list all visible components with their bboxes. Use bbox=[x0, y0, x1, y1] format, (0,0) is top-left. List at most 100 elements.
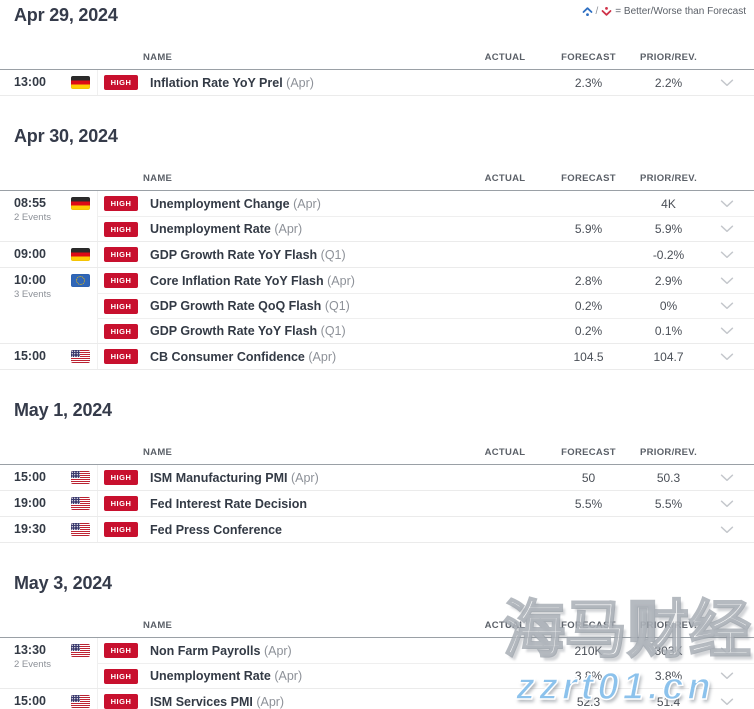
us-flag bbox=[71, 497, 90, 510]
chevron-down-icon[interactable] bbox=[700, 526, 754, 534]
prior-value: 51.4 bbox=[656, 694, 681, 709]
time-cell: 15:00 bbox=[0, 344, 97, 369]
time-group: 19:30 HIGH Fed Press Conference bbox=[0, 517, 754, 543]
event-row[interactable]: HIGH GDP Growth Rate YoY Flash (Q1) -0.2… bbox=[98, 242, 754, 267]
time-group: 08:55 2 Events HIGH Unemployment Change … bbox=[0, 191, 754, 242]
legend-separator: / bbox=[595, 6, 599, 17]
time-cell: 08:55 2 Events bbox=[0, 191, 97, 241]
events-table: NAME ACTUAL FORECAST PRIOR/REV. 15:00 HI… bbox=[0, 440, 754, 543]
prior-value: 0% bbox=[659, 299, 678, 313]
us-flag bbox=[71, 523, 90, 536]
chevron-down-icon[interactable] bbox=[700, 200, 754, 208]
table-header-row: NAME ACTUAL FORECAST PRIOR/REV. bbox=[0, 166, 754, 191]
events-count: 2 Events bbox=[14, 212, 51, 223]
event-row[interactable]: HIGH Unemployment Rate (Apr) 3.8% 3.8% bbox=[98, 663, 754, 688]
column-header-actual: ACTUAL bbox=[484, 172, 526, 184]
event-name: Unemployment Rate (Apr) bbox=[150, 669, 303, 683]
event-row[interactable]: HIGH GDP Growth Rate QoQ Flash (Q1) 0.2%… bbox=[98, 293, 754, 318]
importance-badge: HIGH bbox=[104, 694, 138, 709]
event-time: 08:55 bbox=[14, 196, 46, 210]
column-header-name: NAME bbox=[143, 51, 173, 63]
column-header-prior: PRIOR/REV. bbox=[639, 446, 698, 458]
chevron-down-icon[interactable] bbox=[700, 474, 754, 482]
forecast-value: 2.8% bbox=[574, 273, 603, 288]
importance-badge: HIGH bbox=[104, 323, 138, 339]
event-row[interactable]: HIGH ISM Manufacturing PMI (Apr) 50 50.3 bbox=[98, 465, 754, 490]
chevron-down-icon[interactable] bbox=[700, 302, 754, 310]
event-row[interactable]: HIGH Unemployment Change (Apr) 4K bbox=[98, 191, 754, 216]
events-count: 3 Events bbox=[14, 289, 51, 300]
chevron-down-icon[interactable] bbox=[700, 79, 754, 87]
events-count: 2 Events bbox=[14, 659, 51, 670]
event-row[interactable]: HIGH CB Consumer Confidence (Apr) 104.5 … bbox=[98, 344, 754, 369]
event-time: 10:00 bbox=[14, 273, 46, 287]
importance-badge: HIGH bbox=[104, 247, 138, 262]
event-name: Unemployment Change (Apr) bbox=[150, 196, 321, 211]
event-time: 15:00 bbox=[14, 470, 46, 484]
prior-value: 5.9% bbox=[654, 222, 683, 236]
importance-badge: HIGH bbox=[104, 221, 138, 237]
importance-badge: HIGH bbox=[104, 75, 138, 90]
prior-value: 2.9% bbox=[654, 273, 683, 288]
events-table: NAME ACTUAL FORECAST PRIOR/REV. 13:30 2 … bbox=[0, 613, 754, 709]
chevron-down-icon[interactable] bbox=[700, 500, 754, 508]
time-cell: 09:00 bbox=[0, 242, 97, 267]
prior-value: 2.2% bbox=[654, 75, 683, 90]
event-name: Fed Press Conference bbox=[150, 522, 282, 537]
events-table: NAME ACTUAL FORECAST PRIOR/REV. 08:55 2 … bbox=[0, 166, 754, 370]
column-header-forecast: FORECAST bbox=[561, 619, 616, 631]
column-header-prior: PRIOR/REV. bbox=[639, 51, 698, 63]
time-cell: 13:00 bbox=[0, 70, 97, 95]
event-row[interactable]: HIGH GDP Growth Rate YoY Flash (Q1) 0.2%… bbox=[98, 318, 754, 343]
event-row[interactable]: HIGH Non Farm Payrolls (Apr) 210K 303K bbox=[98, 638, 754, 663]
event-name: ISM Manufacturing PMI (Apr) bbox=[150, 470, 319, 485]
prior-value: 104.7 bbox=[653, 349, 684, 364]
events-table: NAME ACTUAL FORECAST PRIOR/REV. 13:00 HI… bbox=[0, 45, 754, 96]
chevron-down-icon[interactable] bbox=[700, 647, 754, 655]
time-group: 09:00 HIGH GDP Growth Rate YoY Flash (Q1… bbox=[0, 242, 754, 268]
event-name: GDP Growth Rate YoY Flash (Q1) bbox=[150, 247, 346, 262]
us-flag bbox=[71, 471, 90, 484]
event-row[interactable]: HIGH Core Inflation Rate YoY Flash (Apr)… bbox=[98, 268, 754, 293]
chevron-down-icon[interactable] bbox=[700, 353, 754, 361]
us-flag bbox=[71, 350, 90, 363]
forecast-value: 0.2% bbox=[574, 324, 603, 338]
event-row[interactable]: HIGH Unemployment Rate (Apr) 5.9% 5.9% bbox=[98, 216, 754, 241]
eu-flag bbox=[71, 274, 90, 287]
germany-flag bbox=[71, 76, 90, 89]
time-group: 13:00 HIGH Inflation Rate YoY Prel (Apr)… bbox=[0, 70, 754, 96]
chevron-down-icon[interactable] bbox=[700, 672, 754, 680]
event-time: 19:30 bbox=[14, 522, 46, 536]
time-group: 15:00 HIGH CB Consumer Confidence (Apr) … bbox=[0, 344, 754, 370]
chevron-down-icon[interactable] bbox=[700, 327, 754, 335]
prior-value: 5.5% bbox=[654, 496, 683, 511]
prior-value: 50.3 bbox=[656, 470, 681, 485]
forecast-value: 52.3 bbox=[576, 694, 601, 709]
us-flag bbox=[71, 644, 90, 657]
worse-than-forecast-icon bbox=[601, 6, 612, 17]
date-header: Apr 30, 2024 bbox=[14, 126, 118, 146]
event-row[interactable]: HIGH Fed Press Conference bbox=[98, 517, 754, 542]
importance-badge: HIGH bbox=[104, 522, 138, 537]
event-row[interactable]: HIGH ISM Services PMI (Apr) 52.3 51.4 bbox=[98, 689, 754, 709]
calendar-day-section: May 1, 2024 NAME ACTUAL FORECAST PRIOR/R… bbox=[0, 400, 754, 543]
germany-flag bbox=[71, 197, 90, 210]
prior-value: 0.1% bbox=[654, 324, 683, 338]
column-header-forecast: FORECAST bbox=[561, 446, 616, 458]
better-than-forecast-icon bbox=[582, 6, 593, 17]
event-name: Fed Interest Rate Decision bbox=[150, 496, 307, 511]
chevron-down-icon[interactable] bbox=[700, 277, 754, 285]
chevron-down-icon[interactable] bbox=[700, 251, 754, 259]
event-row[interactable]: HIGH Fed Interest Rate Decision 5.5% 5.5… bbox=[98, 491, 754, 516]
time-cell: 19:00 bbox=[0, 491, 97, 516]
chevron-down-icon[interactable] bbox=[700, 698, 754, 706]
event-time: 09:00 bbox=[14, 247, 46, 261]
event-row[interactable]: HIGH Inflation Rate YoY Prel (Apr) 2.3% … bbox=[98, 70, 754, 95]
time-cell: 19:30 bbox=[0, 517, 97, 542]
event-time: 13:00 bbox=[14, 75, 46, 89]
time-group: 10:00 3 Events HIGH Core Inflation Rate … bbox=[0, 268, 754, 344]
time-group: 15:00 HIGH ISM Services PMI (Apr) 52.3 5… bbox=[0, 689, 754, 709]
forecast-value: 104.5 bbox=[573, 349, 604, 364]
importance-badge: HIGH bbox=[104, 298, 138, 314]
chevron-down-icon[interactable] bbox=[700, 225, 754, 233]
